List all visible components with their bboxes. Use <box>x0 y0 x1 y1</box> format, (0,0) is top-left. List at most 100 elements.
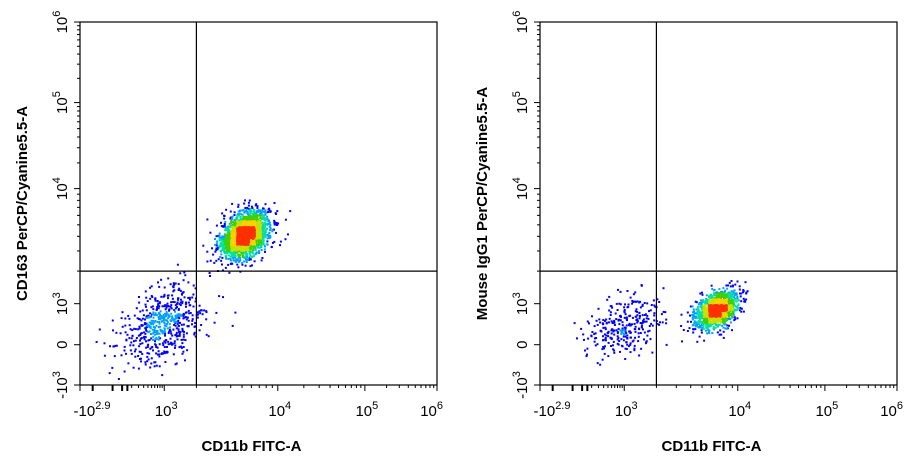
event-dot <box>132 344 135 347</box>
event-dot <box>230 243 233 245</box>
event-dot <box>248 241 250 244</box>
event-dot <box>703 308 705 311</box>
event-dot <box>224 234 227 236</box>
event-dot <box>730 304 733 306</box>
event-dot <box>145 328 147 331</box>
event-dot <box>249 246 251 249</box>
event-dot <box>721 308 724 311</box>
event-dot <box>583 338 585 341</box>
event-dot <box>729 313 732 316</box>
event-dot <box>706 322 709 324</box>
event-dot <box>593 333 596 335</box>
event-dot <box>718 301 721 304</box>
event-dot <box>144 332 147 335</box>
event-dot <box>614 312 617 315</box>
event-dot <box>266 237 269 240</box>
event-dot <box>168 323 171 326</box>
event-dot <box>239 224 242 227</box>
event-dot <box>222 249 225 251</box>
event-dot <box>170 312 173 315</box>
event-dot <box>260 249 263 251</box>
event-dot <box>715 308 717 311</box>
event-dot <box>137 328 140 331</box>
event-dot <box>266 215 269 218</box>
event-dot <box>744 281 747 284</box>
event-dot <box>140 332 143 335</box>
event-dot <box>134 339 137 342</box>
event-dot <box>608 317 611 320</box>
event-dot <box>124 317 127 320</box>
event-dot <box>230 236 233 239</box>
event-dot <box>237 253 240 256</box>
event-dot <box>175 320 178 323</box>
event-dot <box>599 321 602 324</box>
event-dot <box>738 299 740 302</box>
event-dot <box>697 308 699 311</box>
event-dot <box>252 247 255 250</box>
event-dot <box>662 310 665 313</box>
event-dot <box>719 292 722 294</box>
event-dot <box>693 322 696 324</box>
event-dot <box>651 324 654 327</box>
event-dot <box>742 297 745 300</box>
event-dot <box>231 239 234 242</box>
event-dot <box>605 322 608 325</box>
event-dot <box>710 323 713 326</box>
event-dot <box>223 222 226 225</box>
event-dot <box>265 231 267 234</box>
event-dot <box>254 230 257 233</box>
event-dot <box>631 323 634 326</box>
event-dot <box>233 214 236 216</box>
event-dot <box>714 312 717 315</box>
event-dot <box>742 291 744 294</box>
event-dot <box>264 245 266 248</box>
event-dot <box>711 307 714 310</box>
event-dot <box>610 329 613 332</box>
event-dot <box>259 219 262 222</box>
event-dot <box>251 228 254 231</box>
event-dot <box>256 218 259 221</box>
event-dot <box>615 329 618 332</box>
event-dot <box>212 253 215 256</box>
event-dot <box>709 297 712 299</box>
event-dot <box>710 315 713 318</box>
event-dot <box>237 245 240 248</box>
event-dot <box>635 308 638 311</box>
event-dot <box>272 241 274 244</box>
event-dot <box>240 249 243 252</box>
event-dot <box>245 248 248 251</box>
event-dot <box>620 331 623 334</box>
event-dot <box>734 297 737 300</box>
event-dot <box>728 309 731 312</box>
event-dot <box>735 293 738 296</box>
event-dot <box>268 235 271 237</box>
event-dot <box>166 317 169 320</box>
event-dot <box>232 252 235 255</box>
event-dot <box>695 312 698 315</box>
event-dot <box>598 318 601 321</box>
event-dot <box>235 258 238 261</box>
event-dot <box>632 293 635 296</box>
event-dot <box>151 328 154 331</box>
event-dot <box>715 291 718 294</box>
event-dot <box>704 329 707 332</box>
event-dot <box>147 331 150 334</box>
event-dot <box>223 244 226 247</box>
event-dot <box>240 220 243 223</box>
event-dot <box>188 296 191 299</box>
event-dot <box>274 212 277 215</box>
event-dot <box>711 305 714 308</box>
event-dot <box>254 253 257 256</box>
event-dot <box>704 304 707 307</box>
event-dot <box>231 202 234 205</box>
event-dot <box>237 205 240 208</box>
event-dot <box>171 334 174 337</box>
event-dot <box>721 299 724 301</box>
event-dot <box>225 229 228 232</box>
event-dot <box>647 330 650 333</box>
event-dot <box>243 236 246 239</box>
event-dot <box>596 343 599 346</box>
event-dot <box>228 222 231 225</box>
event-dot <box>178 313 181 316</box>
event-dot <box>191 323 193 326</box>
